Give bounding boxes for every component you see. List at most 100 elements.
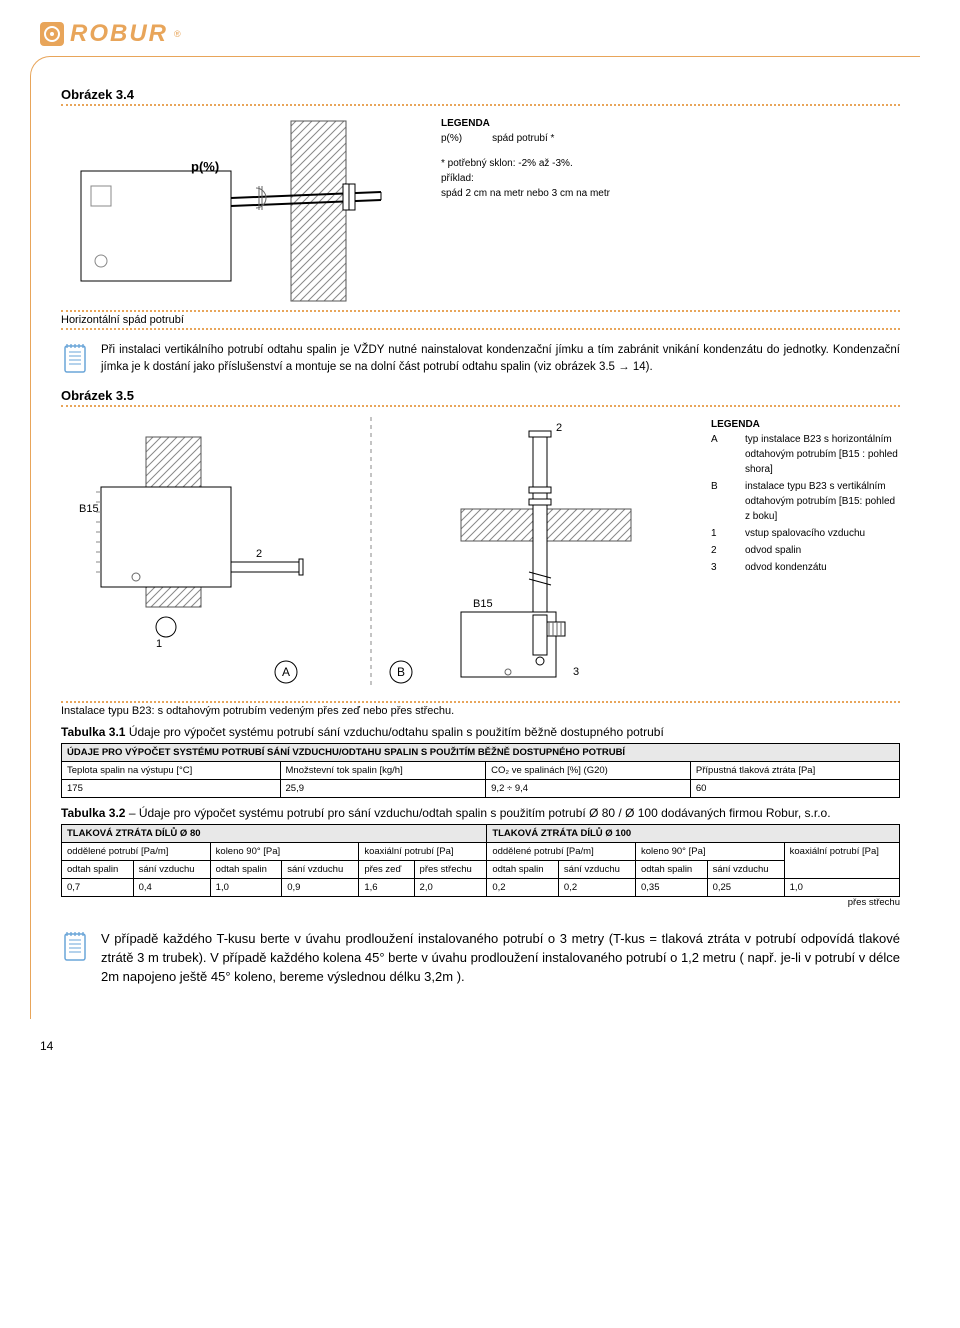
note-block: V případě každého T-kusu berte v úvahu p… xyxy=(61,930,900,987)
tab31-title-rest: Údaje pro výpočet systému potrubí sání v… xyxy=(125,725,663,739)
tab32-footnote: přes střechu xyxy=(848,897,900,908)
fig34-title: Obrázek 3.4 xyxy=(61,87,900,102)
tab31-cell: 25,9 xyxy=(280,780,486,798)
note-text: Při instalaci vertikálního potrubí odtah… xyxy=(101,342,900,375)
svg-text:A: A xyxy=(282,665,290,679)
tab32-sub: odtah spalin xyxy=(635,861,707,879)
legend-title: LEGENDA xyxy=(441,116,900,131)
legend-desc: spád potrubí * xyxy=(492,131,554,146)
legend-desc: typ instalace B23 s horizontálním odtaho… xyxy=(745,432,900,477)
svg-text:B15: B15 xyxy=(79,503,99,515)
tab32-sub: přes střechu xyxy=(414,861,487,879)
tab32-sub: odtah spalin xyxy=(487,861,559,879)
divider xyxy=(61,701,900,703)
brand-name: ROBUR xyxy=(70,20,168,48)
tab32-col: koleno 90° [Pa] xyxy=(635,843,784,861)
notebook-icon xyxy=(61,342,91,376)
notebook-icon xyxy=(61,930,91,964)
legend-title: LEGENDA xyxy=(711,417,900,432)
tab31-col: Množstevní tok spalin [kg/h] xyxy=(280,762,486,780)
tab32-cell: 0,25 xyxy=(707,879,784,897)
svg-text:2: 2 xyxy=(556,422,562,434)
tab32-cell: 0,2 xyxy=(487,879,559,897)
svg-text:2: 2 xyxy=(256,548,262,560)
tab32-cell: 0,2 xyxy=(558,879,635,897)
fig35-legend: LEGENDA Atyp instalace B23 s horizontáln… xyxy=(711,417,900,697)
note-text: V případě každého T-kusu berte v úvahu p… xyxy=(101,930,900,987)
tab32-cell: 1,0 xyxy=(784,879,899,897)
legend-desc: instalace typu B23 s vertikálním odtahov… xyxy=(745,479,900,524)
tab32-sub: odtah spalin xyxy=(62,861,134,879)
divider xyxy=(61,104,900,106)
tab31-title-b: Tabulka 3.1 xyxy=(61,725,125,739)
tab31-col: CO₂ ve spalinách [%] (G20) xyxy=(486,762,691,780)
note-block: Při instalaci vertikálního potrubí odtah… xyxy=(61,342,900,376)
svg-text:B15: B15 xyxy=(473,598,493,610)
divider xyxy=(61,310,900,312)
legend-note2a: příklad: xyxy=(441,171,900,186)
tab32-cell: 0,7 xyxy=(62,879,134,897)
fig34-legend: LEGENDA p(%) spád potrubí * * potřebný s… xyxy=(441,116,900,306)
tab32-col: koaxiální potrubí [Pa] xyxy=(784,843,899,879)
tab32-col: koleno 90° [Pa] xyxy=(210,843,359,861)
tab31-cell: 175 xyxy=(62,780,281,798)
tab32-sub: sání vzduchu xyxy=(282,861,359,879)
legend-note2b: spád 2 cm na metr nebo 3 cm na metr xyxy=(441,186,900,201)
fig35-title: Obrázek 3.5 xyxy=(61,388,900,403)
fig35-caption: Instalace typu B23: s odtahovým potrubím… xyxy=(61,705,900,717)
tab32-cell: 0,35 xyxy=(635,879,707,897)
table31: ÚDAJE PRO VÝPOČET SYSTÉMU POTRUBÍ SÁNÍ V… xyxy=(61,743,900,798)
fig35-row: B15 2 1 A 2 xyxy=(61,417,900,697)
fig34-row: p(%) LEGENDA p(%) spád potrubí * * potře… xyxy=(61,116,900,306)
svg-text:B: B xyxy=(397,665,405,679)
divider xyxy=(61,405,900,407)
page-number: 14 xyxy=(40,1039,920,1053)
tab32-title-rest: – Údaje pro výpočet systému potrubí pro … xyxy=(125,806,830,820)
legend-key: A xyxy=(711,432,735,477)
tab32-cell: 0,9 xyxy=(282,879,359,897)
legend-key: 3 xyxy=(711,560,735,575)
tab32-h100: TLAKOVÁ ZTRÁTA DÍLŮ Ø 100 xyxy=(487,825,900,843)
legend-key: 2 xyxy=(711,543,735,558)
tab31-header: ÚDAJE PRO VÝPOČET SYSTÉMU POTRUBÍ SÁNÍ V… xyxy=(62,744,900,762)
legend-key: 1 xyxy=(711,526,735,541)
tab32-sub: sání vzduchu xyxy=(707,861,784,879)
fig35-diagram: B15 2 1 A 2 xyxy=(61,417,681,697)
tab31-cell: 60 xyxy=(690,780,899,798)
page-content: Obrázek 3.4 p xyxy=(30,56,920,1019)
fig34-diagram: p(%) xyxy=(61,116,411,306)
divider xyxy=(61,328,900,330)
tab32-sub: odtah spalin xyxy=(210,861,282,879)
fig34-caption: Horizontální spád potrubí xyxy=(61,314,900,326)
tab32-col: koaxiální potrubí [Pa] xyxy=(359,843,487,861)
tab31-cell: 9,2 ÷ 9,4 xyxy=(486,780,691,798)
tab31-col: Přípustná tlaková ztráta [Pa] xyxy=(690,762,899,780)
legend-desc: vstup spalovacího vzduchu xyxy=(745,526,900,541)
svg-text:3: 3 xyxy=(573,666,579,678)
gear-icon xyxy=(40,22,64,46)
tab32-cell: 1,6 xyxy=(359,879,414,897)
tab32-sub: sání vzduchu xyxy=(558,861,635,879)
svg-text:p(%): p(%) xyxy=(191,159,219,174)
tab32-sub: přes zeď xyxy=(359,861,414,879)
tab31-title: Tabulka 3.1 Údaje pro výpočet systému po… xyxy=(61,725,900,739)
brand-logo: ROBUR ® xyxy=(40,20,920,48)
table32: TLAKOVÁ ZTRÁTA DÍLŮ Ø 80 TLAKOVÁ ZTRÁTA … xyxy=(61,824,900,897)
tab32-col: oddělené potrubí [Pa/m] xyxy=(487,843,636,861)
legend-key: p(%) xyxy=(441,131,462,146)
legend-desc: odvod kondenzátu xyxy=(745,560,900,575)
tab32-title-b: Tabulka 3.2 xyxy=(61,806,125,820)
tab32-cell: 1,0 xyxy=(210,879,282,897)
registered-icon: ® xyxy=(174,29,181,39)
tab32-title: Tabulka 3.2 – Údaje pro výpočet systému … xyxy=(61,806,900,820)
tab32-sub: sání vzduchu xyxy=(133,861,210,879)
legend-desc: odvod spalin xyxy=(745,543,900,558)
svg-text:1: 1 xyxy=(156,638,162,650)
tab31-col: Teplota spalin na výstupu [°C] xyxy=(62,762,281,780)
tab32-cell: 0,4 xyxy=(133,879,210,897)
tab32-h80: TLAKOVÁ ZTRÁTA DÍLŮ Ø 80 xyxy=(62,825,487,843)
legend-note1: * potřebný sklon: -2% až -3%. xyxy=(441,156,900,171)
tab32-cell: 2,0 xyxy=(414,879,487,897)
tab32-col: oddělené potrubí [Pa/m] xyxy=(62,843,211,861)
legend-key: B xyxy=(711,479,735,524)
